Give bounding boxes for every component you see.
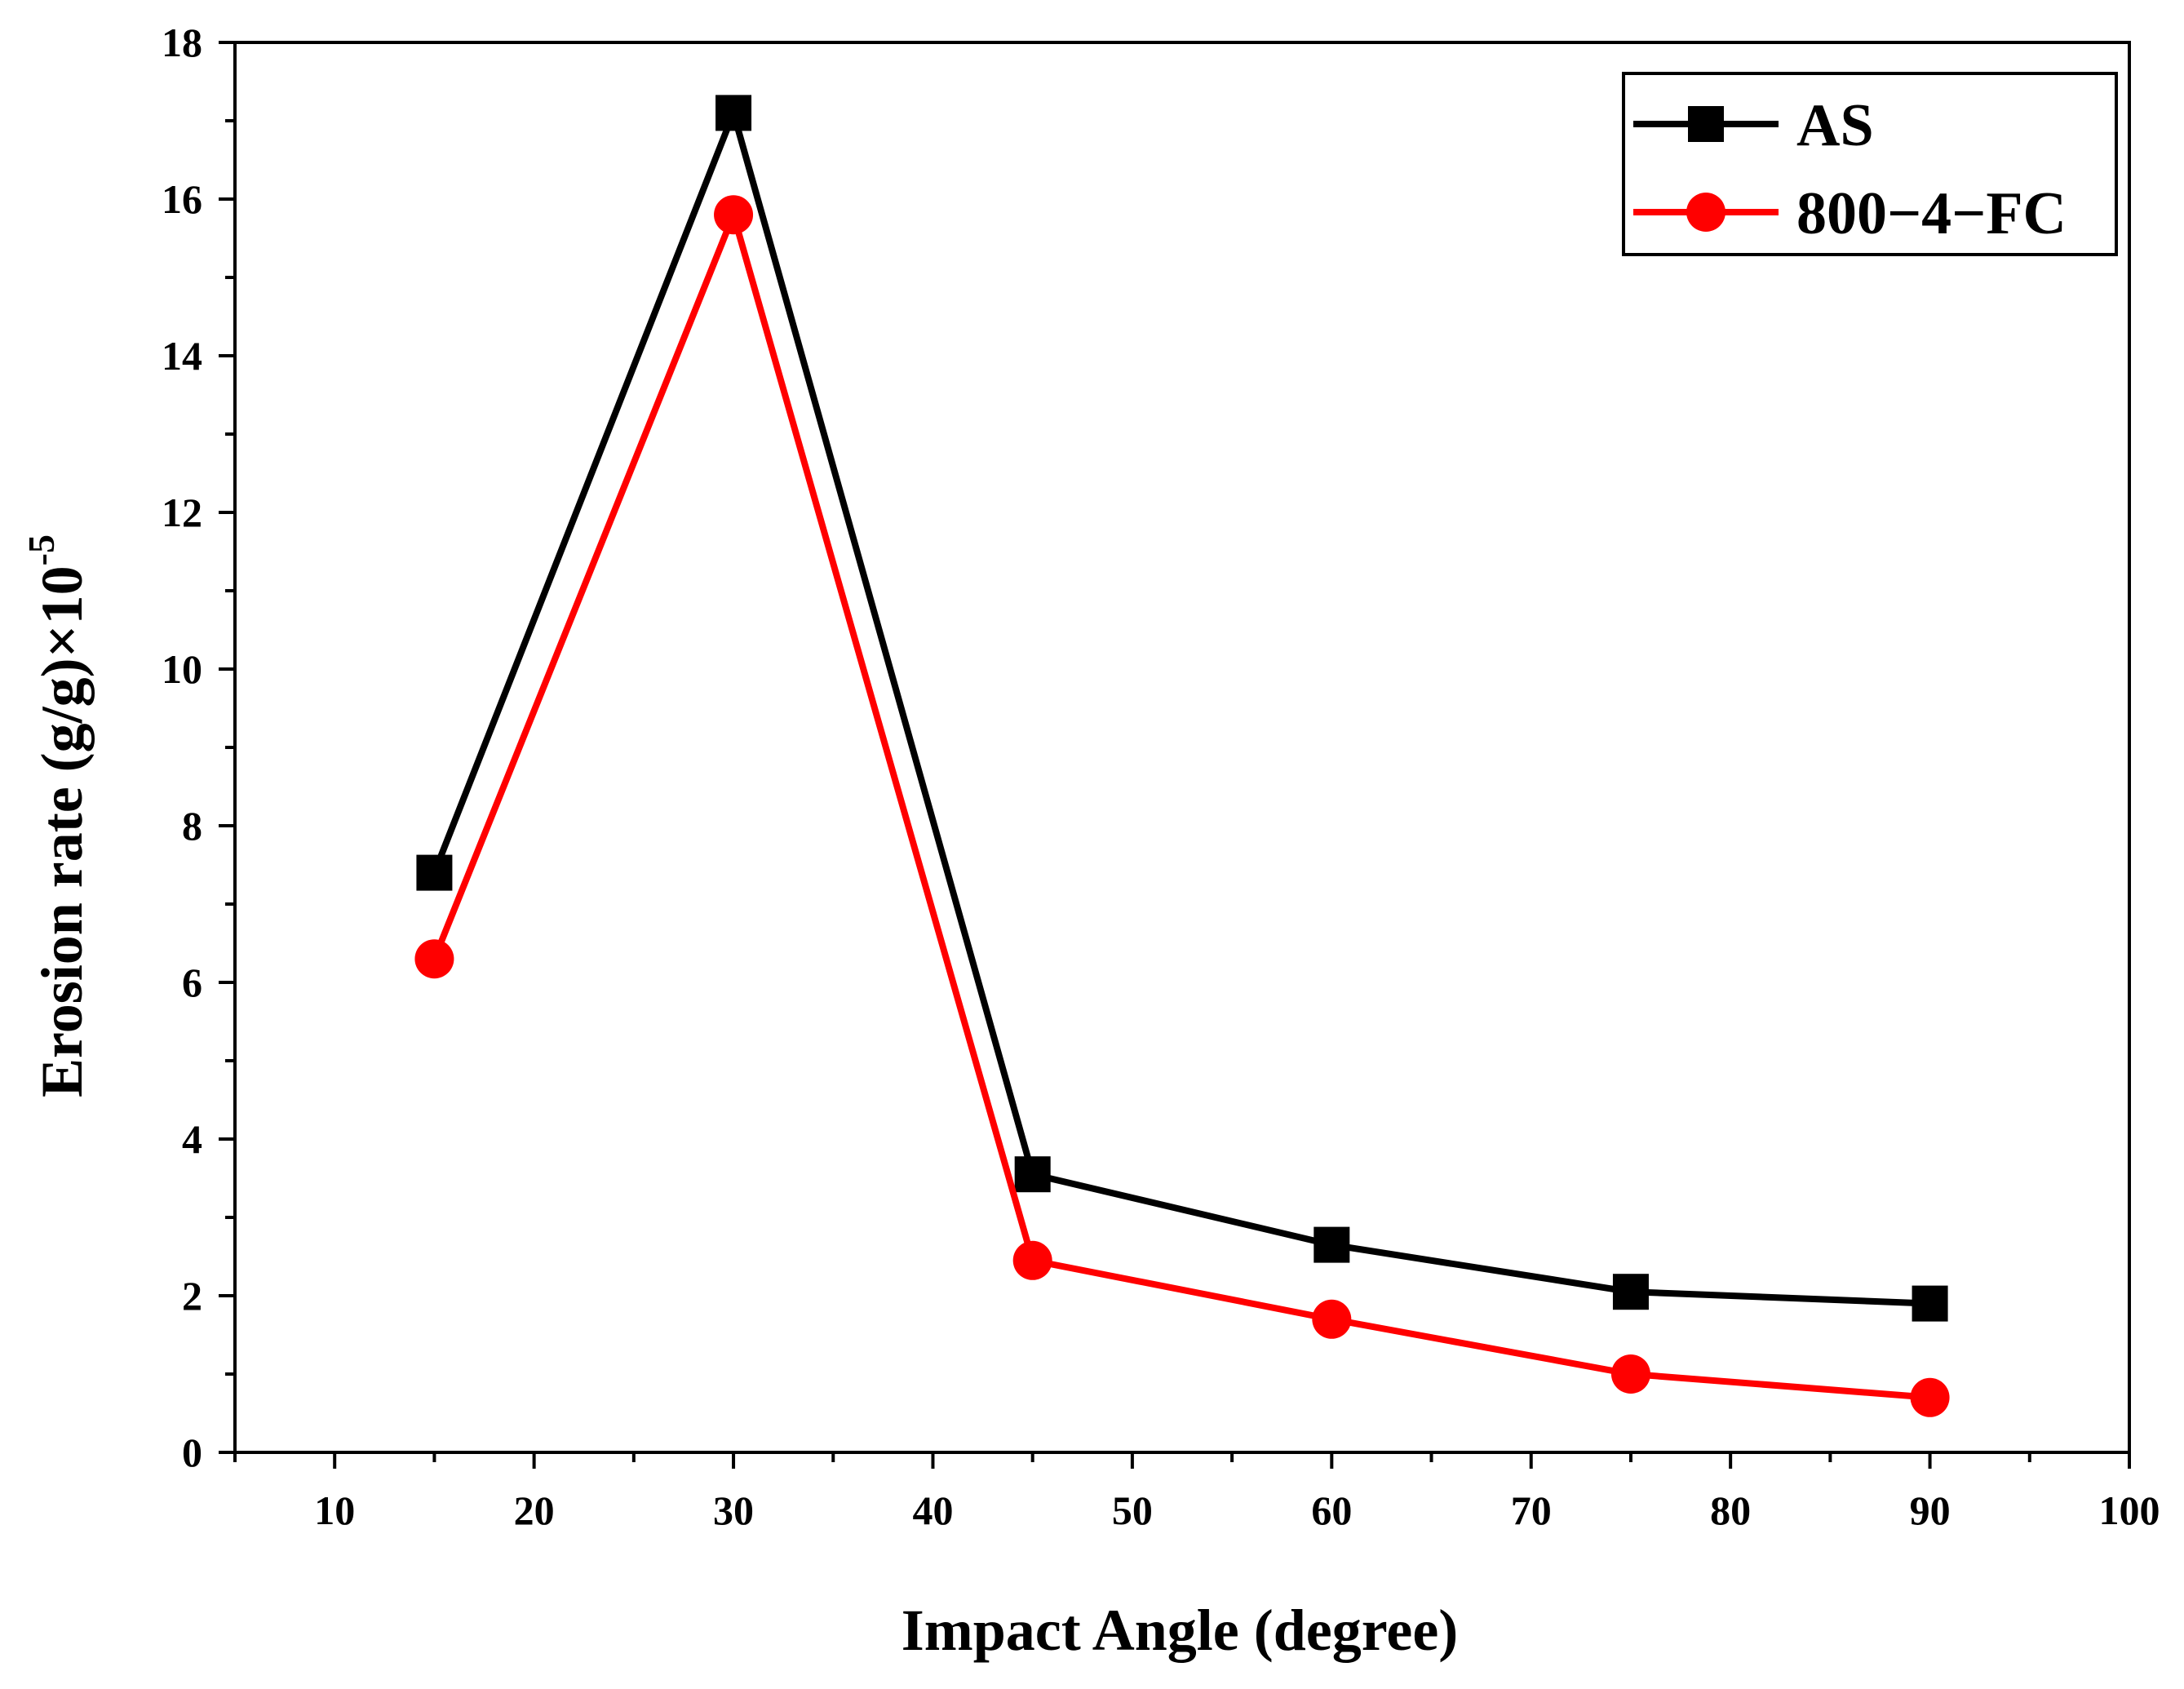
x-tick-label: 20	[514, 1487, 555, 1533]
x-tick-label: 90	[1910, 1487, 1951, 1533]
data-point	[1014, 1156, 1051, 1193]
y-tick-label: 10	[162, 646, 202, 692]
x-tick-label: 100	[2099, 1487, 2160, 1533]
y-axis-title-main: Erosion rate (g/g)×10	[29, 565, 95, 1097]
legend-label: AS	[1796, 92, 1874, 159]
y-axis-title: Erosion rate (g/g)×10-5	[20, 534, 95, 1097]
data-point	[414, 939, 454, 979]
y-tick-label: 14	[162, 333, 202, 379]
series-line	[431, 102, 1930, 1307]
data-point	[1312, 1299, 1352, 1339]
data-point	[1610, 1354, 1650, 1394]
x-tick-label: 80	[1710, 1487, 1751, 1533]
data-point	[1314, 1226, 1350, 1263]
legend-label: 800−4−FC	[1796, 180, 2067, 247]
y-tick-label: 8	[182, 803, 202, 849]
y-tick-label: 2	[182, 1273, 202, 1319]
data-point	[1912, 1285, 1948, 1322]
y-tick-label: 16	[162, 176, 202, 222]
data-point	[1910, 1377, 1950, 1417]
series-as	[416, 95, 1948, 1322]
y-axis-title-exponent: -5	[20, 534, 62, 565]
y-tick-label: 18	[162, 20, 202, 65]
legend: AS 800−4−FC	[1622, 72, 2118, 256]
x-tick-label: 40	[912, 1487, 953, 1533]
x-tick-label: 10	[314, 1487, 355, 1533]
data-point	[416, 854, 453, 891]
data-point	[1012, 1240, 1052, 1280]
axis-ticks	[219, 41, 2131, 1469]
x-tick-label: 50	[1112, 1487, 1153, 1533]
y-tick-label: 6	[182, 960, 202, 1005]
data-series	[414, 95, 1950, 1417]
data-point	[715, 95, 752, 131]
y-tick-label: 4	[182, 1116, 202, 1162]
legend-marker	[1688, 106, 1724, 142]
x-tick-label: 60	[1311, 1487, 1352, 1533]
y-tick-label: 12	[162, 490, 202, 535]
legend-item: AS	[1633, 92, 1874, 159]
legend-item: 800−4−FC	[1633, 180, 2067, 247]
data-point	[1612, 1274, 1649, 1310]
x-axis-title: Impact Angle (degree)	[902, 1598, 1459, 1663]
axis-tick-labels: 10 20 30 40 50 60 70 80 90 100 0 2 4 6 8 10 12 14 16 18	[162, 20, 2160, 1533]
x-tick-label: 70	[1511, 1487, 1552, 1533]
series-800-4-fc	[414, 195, 1950, 1417]
y-tick-label: 0	[182, 1430, 202, 1475]
data-point	[714, 195, 754, 235]
x-tick-label: 30	[713, 1487, 754, 1533]
legend-marker	[1686, 193, 1725, 232]
series-line	[431, 204, 1930, 1401]
